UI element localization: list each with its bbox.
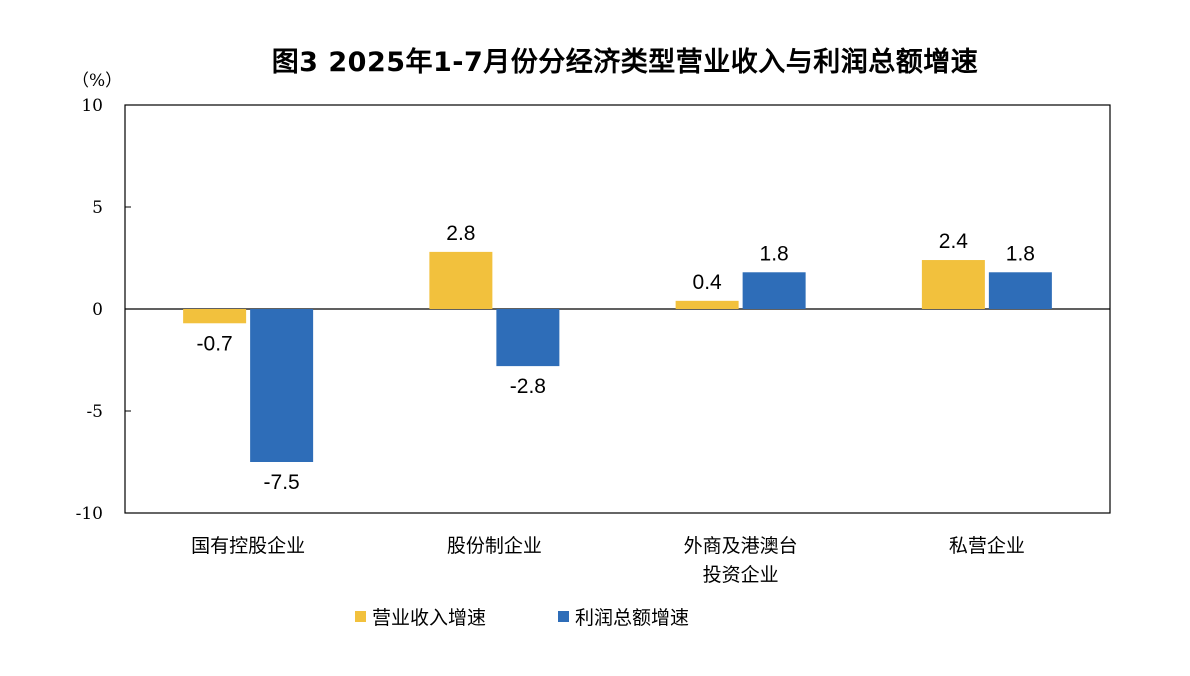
data-label-revenue-0: -0.7: [197, 332, 233, 355]
category-label-0: 国有控股企业: [191, 535, 305, 557]
category-label-3: 私营企业: [949, 535, 1025, 557]
legend: 营业收入增速 利润总额增速: [355, 603, 689, 630]
bar-revenue-0: [183, 309, 247, 324]
data-label-profit-0: -7.5: [264, 471, 300, 494]
bar-revenue-3: [921, 260, 985, 309]
data-label-profit-1: -2.8: [510, 375, 546, 398]
data-label-profit-2: 1.8: [760, 242, 789, 265]
chart-svg: 10 5 0 -5 -10 -0.7 -7.5 国有控股企业 2.8 -2.8 股份制企业 0.4 1…: [76, 96, 1111, 586]
bar-revenue-1: [429, 251, 493, 309]
category-label-2: 投资企业: [703, 564, 779, 586]
category-label-1: 股份制企业: [447, 535, 542, 557]
data-label-profit-3: 1.8: [1006, 242, 1035, 265]
data-label-revenue-2: 0.4: [693, 271, 723, 294]
legend-label-profit: 利润总额增速: [575, 607, 690, 629]
chart-title: 图3 2025年1-7月份分经济类型营业收入与利润总额增速: [271, 47, 979, 78]
bar-profit-0: [250, 309, 314, 462]
category-label-2: 外商及港澳台: [684, 535, 798, 557]
y-tick-label: -5: [86, 402, 103, 422]
y-axis-unit: （%）: [72, 71, 123, 91]
legend-item-revenue: 营业收入增速: [355, 603, 486, 630]
legend-item-profit: 利润总额增速: [558, 603, 689, 630]
y-tick-label: -10: [76, 504, 103, 524]
y-tick-label: 10: [81, 96, 103, 116]
data-label-revenue-3: 2.4: [939, 230, 969, 253]
data-label-revenue-1: 2.8: [446, 222, 475, 245]
bar-profit-2: [742, 272, 806, 309]
legend-label-revenue: 营业收入增速: [372, 607, 487, 629]
y-tick-label: 0: [92, 300, 103, 320]
bar-revenue-2: [675, 300, 739, 309]
bar-profit-1: [496, 309, 560, 367]
legend-swatch-profit: [558, 611, 570, 622]
y-tick-label: 5: [92, 198, 103, 218]
legend-swatch-revenue: [355, 611, 366, 622]
bar-profit-3: [988, 272, 1052, 309]
